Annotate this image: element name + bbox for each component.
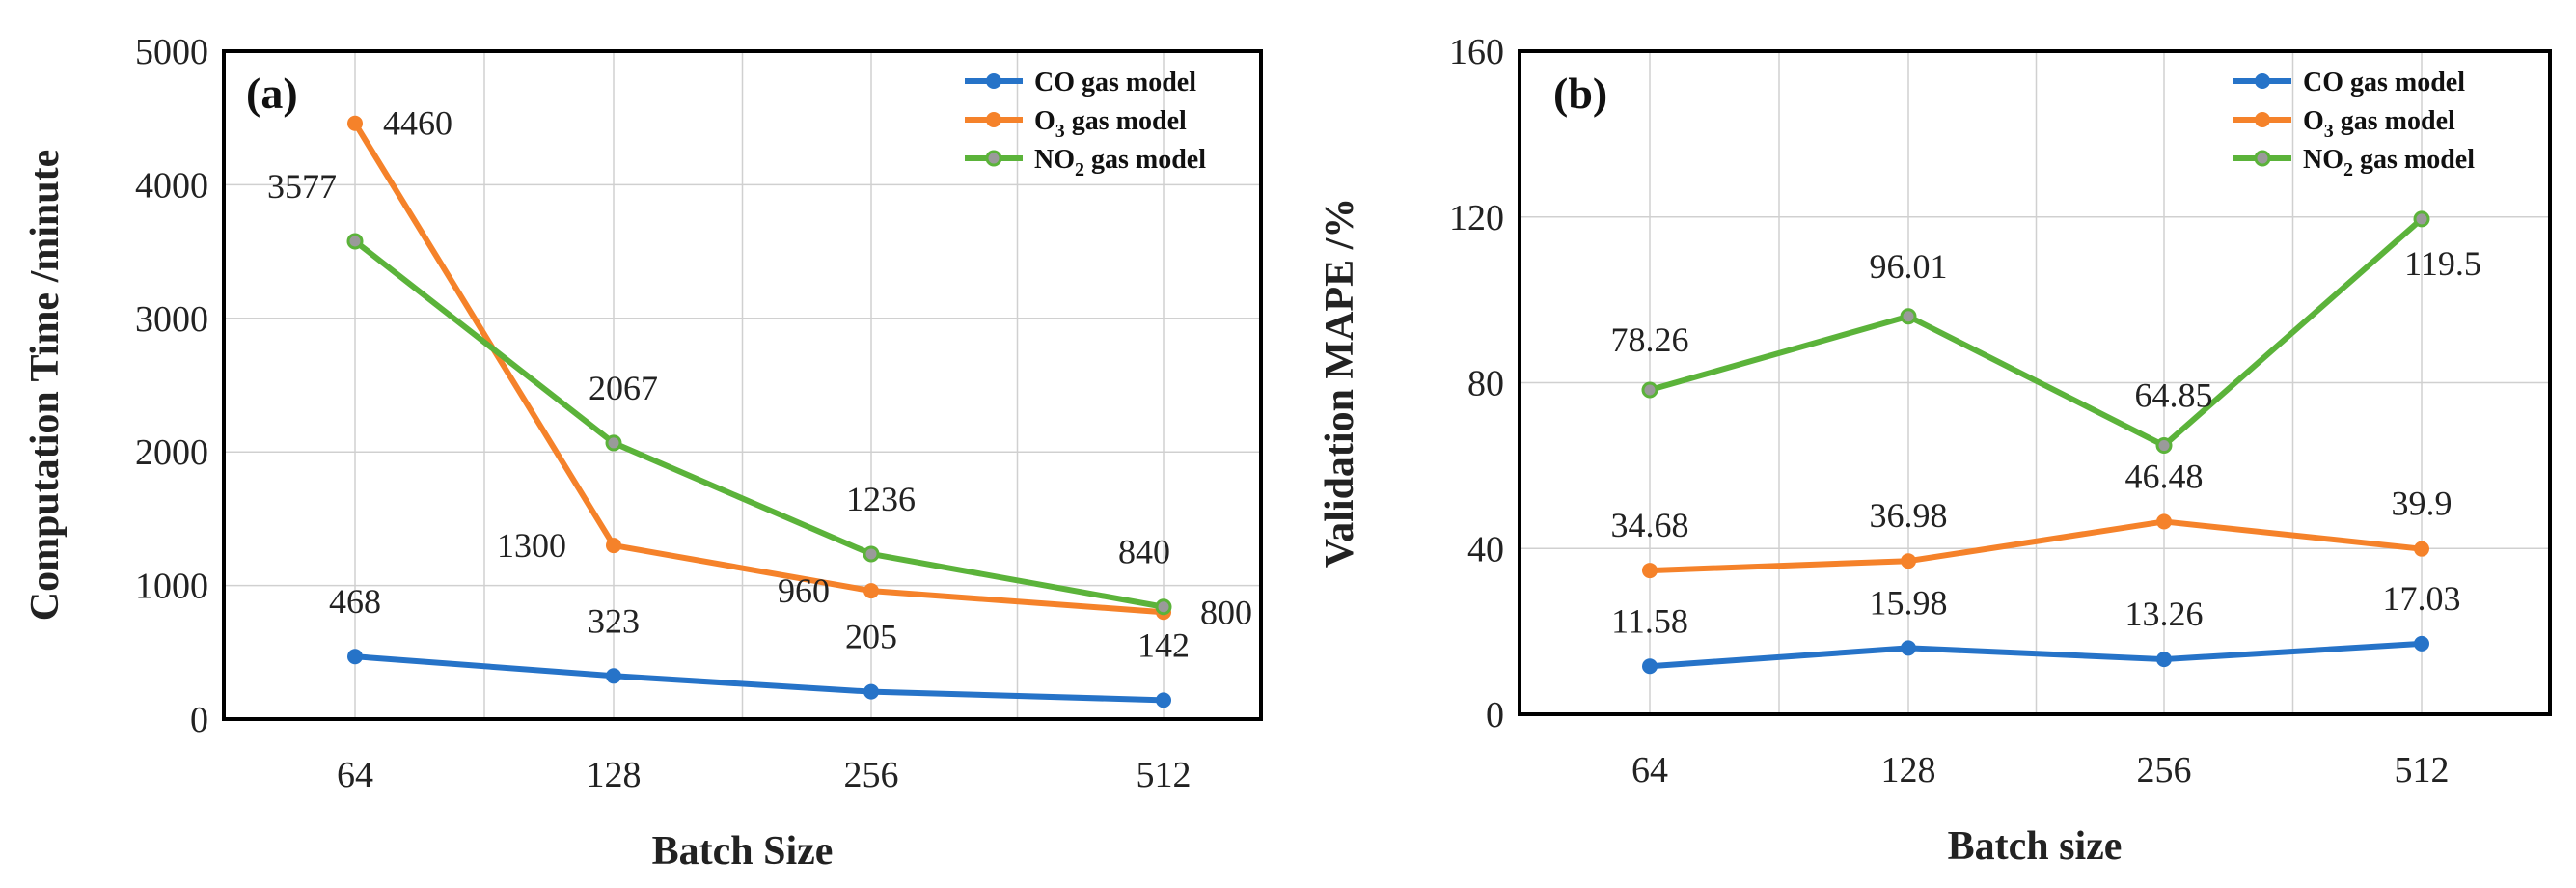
data-point [2413, 210, 2430, 228]
y-tick-label: 1000 [135, 567, 208, 607]
data-label: 17.03 [2383, 579, 2461, 618]
y-tick-label: 120 [1449, 198, 1504, 238]
panel-label: (b) [1553, 69, 1607, 118]
plot-frame [1518, 49, 2552, 716]
y-axis-title: Computation Time /minute [23, 150, 68, 622]
legend-swatch-marker [986, 73, 1001, 89]
data-point [2156, 652, 2172, 668]
legend-entry: NO2 gas model [2303, 145, 2475, 180]
data-label: 205 [845, 618, 897, 656]
data-point [347, 649, 363, 665]
y-tick-label: 160 [1449, 32, 1504, 72]
data-point [1641, 381, 1658, 399]
y-tick-label: 2000 [135, 432, 208, 473]
series-line [1647, 518, 2425, 574]
y-tick-label: 80 [1467, 364, 1504, 404]
x-tick-label: 128 [587, 755, 642, 795]
x-tick-label: 64 [337, 755, 373, 795]
x-tick-label: 64 [1631, 750, 1668, 791]
y-tick-label: 0 [1486, 695, 1504, 735]
series-line [1647, 640, 2425, 670]
data-label: 468 [329, 582, 381, 621]
data-label: 800 [1200, 593, 1252, 631]
series-line [352, 120, 1166, 616]
data-label: 840 [1118, 533, 1170, 571]
data-point [2414, 541, 2429, 557]
y-tick-label: 40 [1467, 529, 1504, 569]
data-point [1155, 598, 1172, 616]
data-label: 119.5 [2404, 244, 2481, 283]
data-point [2156, 513, 2172, 530]
data-label: 96.01 [1870, 247, 1948, 286]
data-label: 36.98 [1870, 496, 1948, 535]
data-label: 64.85 [2135, 376, 2213, 415]
data-label: 1236 [846, 480, 916, 518]
data-point [1642, 563, 1658, 579]
legend-entry: CO gas model [1034, 68, 1196, 97]
data-label: 15.98 [1870, 583, 1948, 622]
panel-a-computation-time-chart: 0 1000 2000 3000 4000 5000 64 128 256 512 Batch Si… [23, 32, 1263, 874]
data-point [1156, 692, 1171, 708]
data-label: 46.48 [2125, 457, 2204, 495]
panel-b-validation-mape-chart: 0 40 80 120 160 64 128 256 512 Batch size Validati… [1318, 32, 2552, 869]
legend-entry: NO2 gas model [1034, 145, 1206, 180]
data-label: 2067 [589, 369, 658, 407]
data-point [2155, 437, 2173, 455]
data-point [863, 583, 879, 599]
series-line [352, 237, 1166, 610]
x-tick-label: 256 [2137, 750, 2192, 791]
series-line [1647, 215, 2425, 449]
data-label: 34.68 [1611, 506, 1689, 544]
data-label: 4460 [383, 104, 452, 143]
y-axis-title: Validation MAPE /% [1318, 198, 1362, 569]
legend-entry: O3 gas model [1034, 106, 1187, 142]
legend-swatch-marker [2255, 112, 2270, 127]
y-tick-label: 3000 [135, 299, 208, 340]
data-point [863, 545, 880, 563]
data-point [1901, 640, 1916, 656]
data-point [1642, 658, 1658, 675]
x-tick-label: 512 [1137, 755, 1192, 795]
data-point [347, 115, 363, 131]
legend-swatch-marker [986, 112, 1001, 127]
plot-frame [222, 49, 1263, 721]
data-point [606, 668, 621, 684]
data-label: 39.9 [2392, 485, 2453, 523]
data-label: 323 [588, 601, 640, 640]
y-tick-label: 4000 [135, 165, 208, 206]
data-label: 13.26 [2125, 595, 2204, 633]
series-line [352, 653, 1166, 704]
y-tick-label: 5000 [135, 32, 208, 72]
x-axis-title: Batch size [1948, 824, 2123, 869]
legend-swatch-marker [2255, 73, 2270, 89]
x-tick-label: 512 [2395, 750, 2450, 791]
data-label: 1300 [497, 526, 566, 565]
data-point [863, 683, 879, 700]
x-tick-label: 128 [1881, 750, 1936, 791]
panel-label: (a) [246, 69, 298, 118]
data-label: 11.58 [1611, 601, 1688, 640]
legend-entry: CO gas model [2303, 68, 2465, 97]
x-axis-title: Batch Size [652, 829, 834, 874]
data-label: 78.26 [1611, 320, 1689, 359]
data-label: 960 [778, 571, 830, 610]
data-point [1901, 553, 1916, 569]
legend-swatch-marker [985, 150, 1002, 167]
data-point [346, 233, 364, 250]
y-tick-label: 0 [190, 700, 208, 740]
legend-entry: O3 gas model [2303, 106, 2455, 142]
data-label: 142 [1137, 625, 1190, 664]
data-point [606, 538, 621, 554]
x-tick-label: 256 [844, 755, 899, 795]
data-label: 3577 [267, 167, 337, 206]
legend-swatch-marker [2254, 150, 2271, 167]
data-point [2414, 635, 2429, 652]
data-point [605, 434, 622, 452]
data-point [1900, 308, 1917, 325]
